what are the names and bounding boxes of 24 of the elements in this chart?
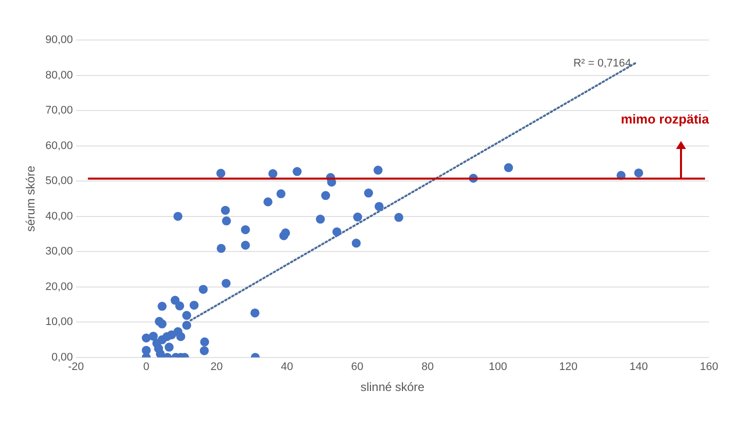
- y-tick-label: 70,00: [45, 104, 73, 117]
- x-tick-label: 120: [559, 361, 578, 374]
- annotation: R² = 0,7164: [573, 57, 632, 70]
- x-axis-title: slinné skóre: [360, 380, 425, 394]
- y-tick-label: 60,00: [45, 140, 73, 152]
- y-tick-label: 30,00: [45, 246, 73, 258]
- y-tick-label: 10,00: [45, 316, 73, 328]
- ref-line-label: mimo rozpätia: [620, 112, 710, 127]
- x-tick-label: 60: [351, 361, 364, 374]
- y-tick-label: 80,00: [45, 69, 73, 82]
- y-tick-label: 50,00: [45, 175, 73, 188]
- x-tick-label: 40: [280, 361, 294, 374]
- y-tick-label: 90,00: [45, 34, 73, 46]
- x-tick-label: 20: [210, 361, 223, 374]
- y-tick-label: 40,00: [45, 210, 73, 222]
- x-tick-label: 140: [629, 361, 648, 374]
- x-tick-label: 160: [700, 361, 718, 374]
- y-axis-title: sérum skóre: [24, 165, 38, 232]
- x-tick-label: 0: [143, 361, 150, 374]
- x-tick-label: 80: [422, 361, 434, 374]
- y-tick-label: 20,00: [45, 280, 73, 293]
- y-tick-label: 0,00: [52, 351, 73, 364]
- x-tick-label: 100: [488, 361, 508, 374]
- x-tick-label: -20: [68, 361, 84, 374]
